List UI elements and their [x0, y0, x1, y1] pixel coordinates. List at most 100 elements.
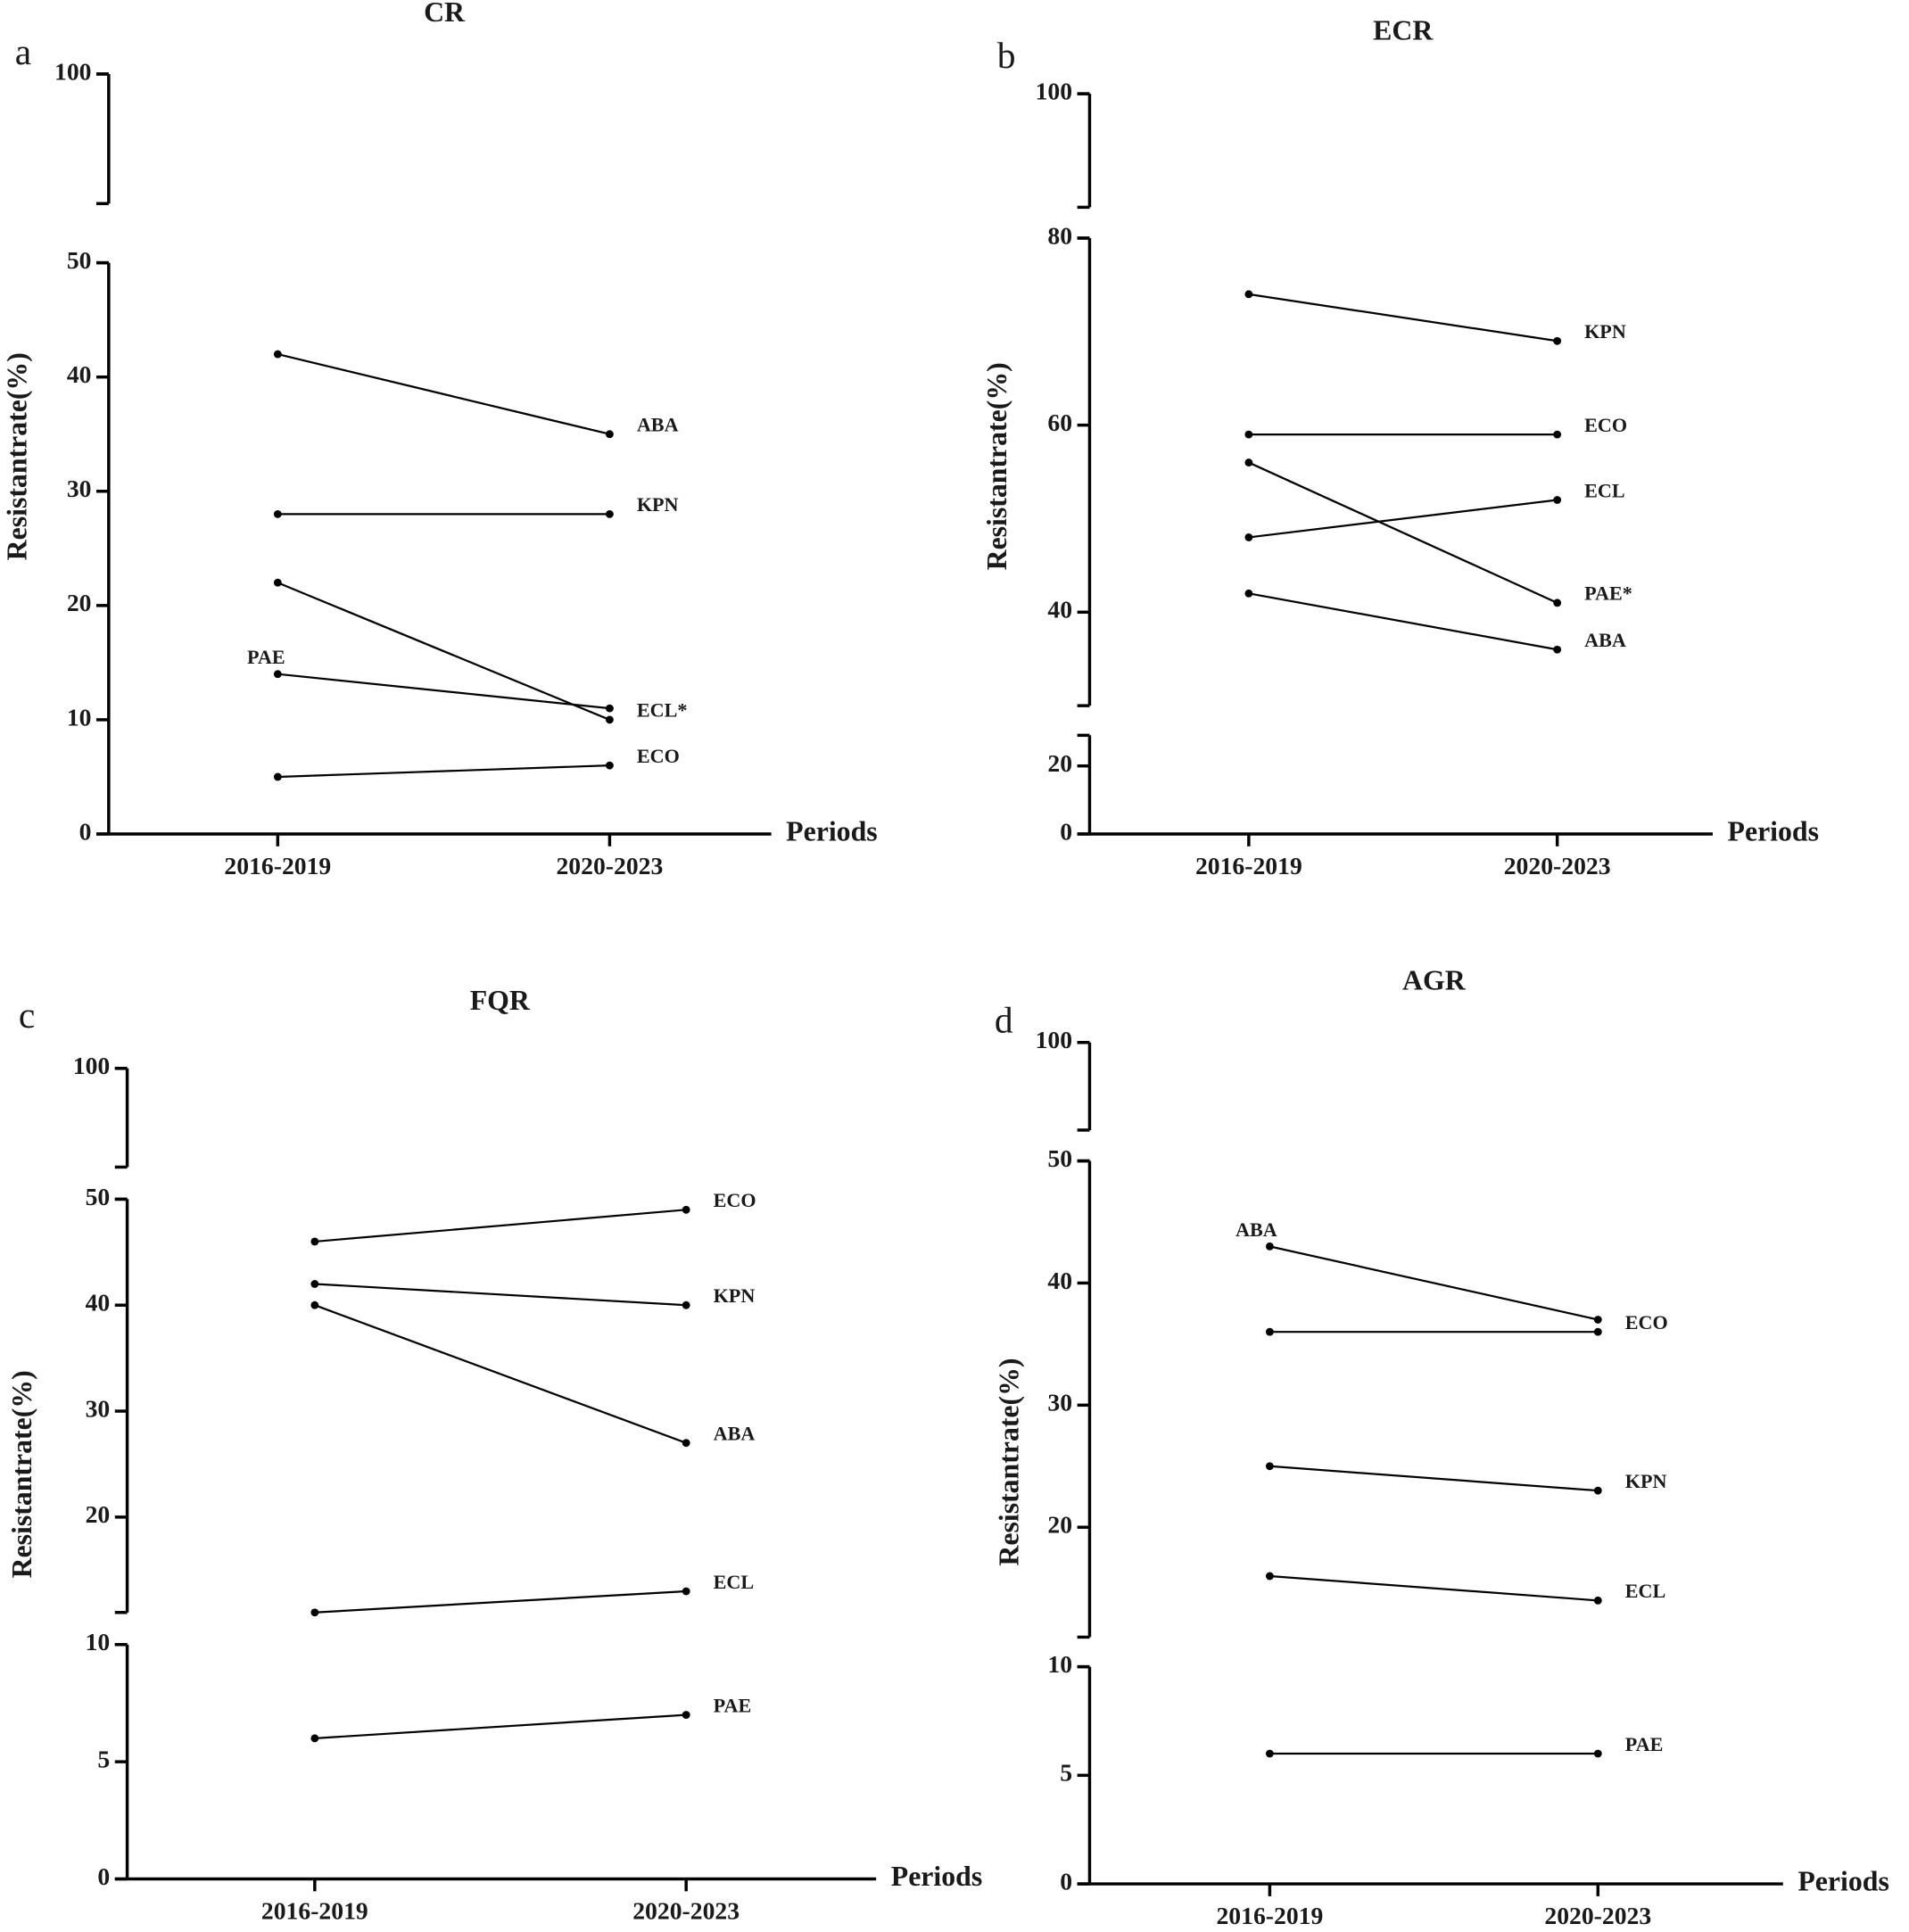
y-tick-label: 0 [79, 817, 92, 845]
series-label: ABA [714, 1422, 756, 1444]
series-line [314, 1304, 687, 1444]
data-point [682, 1587, 690, 1596]
data-point [605, 715, 614, 724]
series-label: ECO [1584, 414, 1627, 436]
y-tick-label: 50 [67, 246, 92, 274]
y-tick-label: 100 [1036, 77, 1072, 104]
data-point [1553, 430, 1562, 439]
y-tick-label: 40 [1047, 1267, 1072, 1294]
series-line [1248, 592, 1558, 651]
y-tick-label: 5 [1060, 1759, 1072, 1787]
data-point [1244, 533, 1253, 541]
y-axis-label: Resistantrate(%) [981, 362, 1012, 570]
y-tick-label: 40 [86, 1289, 111, 1317]
data-point [682, 1300, 690, 1309]
x-tick-label: 2016-2019 [1216, 1902, 1323, 1929]
x-tick-label: 2020-2023 [632, 1897, 740, 1925]
y-tick-label: 60 [1047, 409, 1072, 436]
y-tick-label: 20 [1047, 1511, 1072, 1539]
y-axis-label: Resistantrate(%) [6, 1370, 37, 1578]
data-point [1593, 1596, 1602, 1605]
y-axis-label: Resistantrate(%) [994, 1358, 1025, 1565]
data-point [273, 670, 282, 679]
series-line [1269, 1245, 1599, 1321]
y-axis-label: Resistantrate(%) [2, 352, 33, 560]
series-label: ECL [714, 1571, 755, 1593]
x-axis-label: Periods [786, 815, 877, 846]
y-tick-label: 100 [54, 57, 91, 85]
x-axis-label: Periods [891, 1861, 982, 1892]
series-line [1269, 1465, 1599, 1492]
data-point [1265, 1242, 1274, 1251]
series-label: ABA [1584, 629, 1626, 651]
data-point [310, 1300, 319, 1309]
x-tick-label: 2016-2019 [1195, 852, 1302, 879]
data-point [605, 430, 614, 439]
data-point [605, 761, 614, 770]
y-tick-label: 20 [86, 1500, 111, 1528]
data-point [1593, 1486, 1602, 1495]
data-point [310, 1608, 319, 1617]
data-point [310, 1280, 319, 1288]
series-line [277, 352, 610, 435]
series-label: KPN [714, 1284, 756, 1307]
series-label: ECL [1625, 1580, 1666, 1602]
series-line [277, 673, 610, 710]
data-point [1593, 1327, 1602, 1336]
data-point [1593, 1316, 1602, 1324]
chart-title: AGR [1402, 965, 1467, 996]
data-point [1553, 336, 1562, 345]
series-line [1248, 461, 1558, 604]
y-tick-label: 5 [97, 1745, 110, 1772]
y-tick-label: 50 [1047, 1144, 1072, 1172]
y-tick-label: 80 [1047, 221, 1072, 249]
data-point [1244, 430, 1253, 439]
x-tick-label: 2020-2023 [556, 852, 663, 879]
y-tick-label: 0 [1060, 1867, 1072, 1895]
data-point [1265, 1462, 1274, 1471]
y-tick-label: 20 [1047, 749, 1072, 777]
chart-title: CR [424, 0, 466, 28]
y-tick-label: 100 [1036, 1026, 1072, 1053]
series-line [314, 1209, 687, 1243]
series-label: ECO [637, 745, 680, 767]
data-point [682, 1711, 690, 1719]
series-label: ABA [1235, 1218, 1277, 1241]
x-tick-label: 2016-2019 [224, 852, 331, 879]
data-point [273, 350, 282, 359]
y-tick-label: 0 [1060, 817, 1072, 845]
data-point [1553, 645, 1562, 654]
chart-title: ECR [1373, 15, 1434, 46]
series-label: KPN [637, 493, 679, 516]
y-tick-label: 10 [67, 703, 92, 731]
y-tick-label: 30 [67, 475, 92, 502]
series-label: KPN [1625, 1470, 1667, 1492]
series-line [314, 1283, 687, 1307]
data-point [273, 578, 282, 587]
series-label: KPN [1584, 320, 1626, 343]
data-point [1553, 496, 1562, 504]
y-tick-label: 30 [1047, 1389, 1072, 1416]
x-tick-label: 2020-2023 [1504, 852, 1611, 879]
x-tick-label: 2016-2019 [261, 1897, 368, 1925]
series-line [277, 582, 610, 721]
data-point [605, 509, 614, 518]
data-point [1593, 1749, 1602, 1758]
panel-label: a [15, 31, 31, 72]
series-label: ECO [1625, 1311, 1668, 1333]
data-point [1265, 1749, 1274, 1758]
series-label: PAE* [1584, 582, 1632, 605]
y-tick-label: 0 [97, 1862, 110, 1890]
panel-label: d [995, 1000, 1013, 1041]
series-label: ABA [637, 414, 679, 436]
panel-label: c [19, 995, 35, 1036]
series-line [1248, 499, 1558, 539]
series-line [1248, 293, 1558, 343]
data-point [682, 1439, 690, 1448]
y-tick-label: 50 [86, 1183, 111, 1210]
series-line [314, 1713, 687, 1739]
data-point [605, 704, 614, 713]
x-tick-label: 2020-2023 [1544, 1902, 1651, 1929]
series-line [1269, 1574, 1599, 1602]
